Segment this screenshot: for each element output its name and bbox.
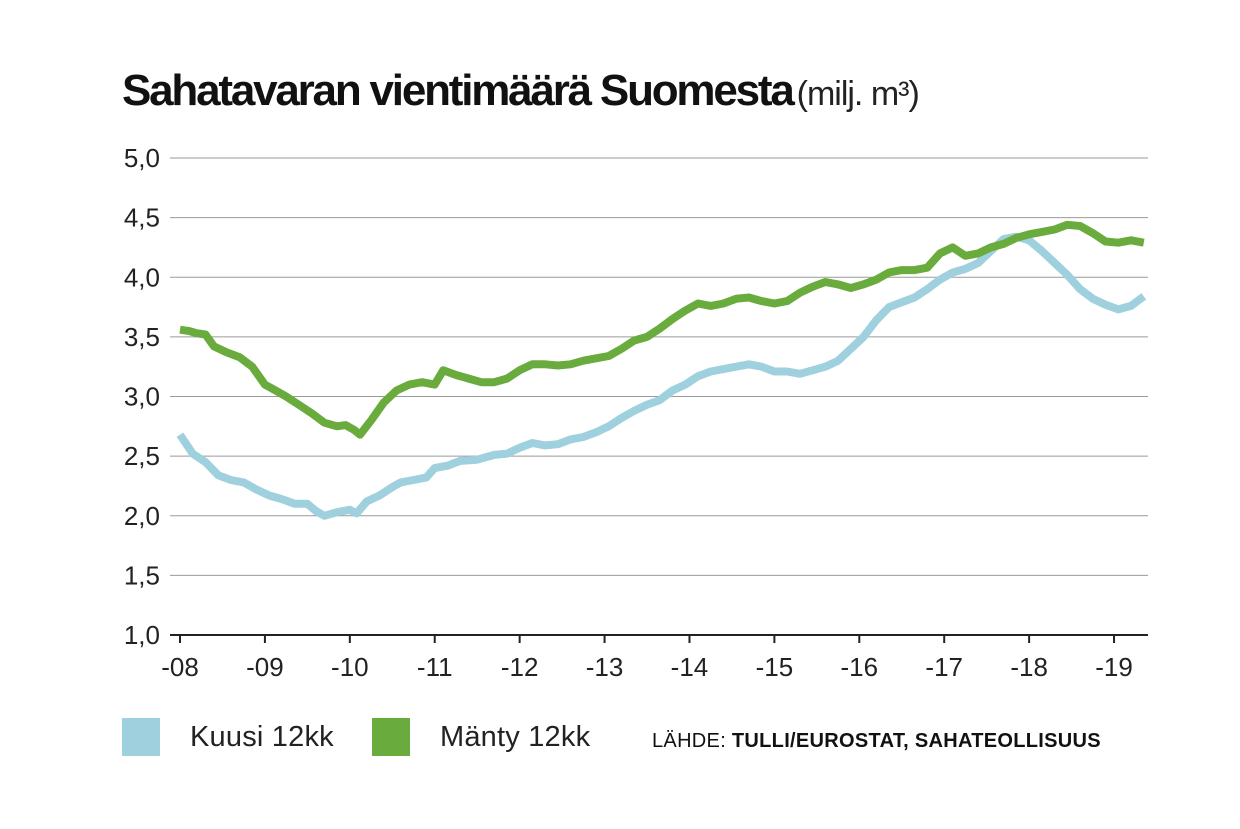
x-tick-label: -18 xyxy=(1010,652,1048,682)
y-tick-label: 2,0 xyxy=(124,501,160,531)
legend-item-manty: Mänty 12kk xyxy=(372,718,590,756)
y-tick-label: 3,0 xyxy=(124,382,160,412)
x-tick-label: -13 xyxy=(586,652,624,682)
y-tick-label: 4,5 xyxy=(124,203,160,233)
x-tick-label: -19 xyxy=(1095,652,1133,682)
legend-swatch-kuusi xyxy=(122,718,160,756)
y-tick-label: 4,0 xyxy=(124,262,160,292)
x-tick-label: -10 xyxy=(331,652,369,682)
y-tick-label: 1,0 xyxy=(124,620,160,650)
y-tick-label: 1,5 xyxy=(124,560,160,590)
x-tick-label: -15 xyxy=(756,652,794,682)
x-tick-label: -14 xyxy=(671,652,709,682)
series-line-kuusi xyxy=(176,232,1147,520)
chart-title: Sahatavaran vientimäärä Suomesta xyxy=(122,66,795,115)
legend-item-kuusi: Kuusi 12kk xyxy=(122,718,334,756)
x-tick-label: -08 xyxy=(161,652,199,682)
x-tick-label: -09 xyxy=(246,652,284,682)
x-tick-label: -17 xyxy=(925,652,963,682)
x-tick-label: -12 xyxy=(501,652,539,682)
source-prefix: LÄHDE: xyxy=(652,730,727,752)
x-tick-label: -11 xyxy=(417,652,453,682)
legend-label-manty: Mänty 12kk xyxy=(440,720,591,753)
y-tick-label: 5,0 xyxy=(124,143,160,173)
legend-swatch-manty xyxy=(372,718,410,756)
source-note: LÄHDE: TULLI/EUROSTAT, SAHATEOLLISUUS xyxy=(652,730,1101,753)
legend-label-kuusi: Kuusi 12kk xyxy=(190,720,334,753)
x-tick-label: -16 xyxy=(841,652,879,682)
legend: Kuusi 12kk Mänty 12kk xyxy=(0,718,1240,768)
y-tick-label: 2,5 xyxy=(124,441,160,471)
chart-title-wrap: Sahatavaran vientimäärä Suomesta (milj. m… xyxy=(122,66,920,116)
source-text: TULLI/EUROSTAT, SAHATEOLLISUUS xyxy=(731,730,1101,752)
series-line-manty xyxy=(179,220,1145,439)
chart-unit: (milj. m³) xyxy=(796,75,920,113)
y-tick-label: 3,5 xyxy=(124,322,160,352)
